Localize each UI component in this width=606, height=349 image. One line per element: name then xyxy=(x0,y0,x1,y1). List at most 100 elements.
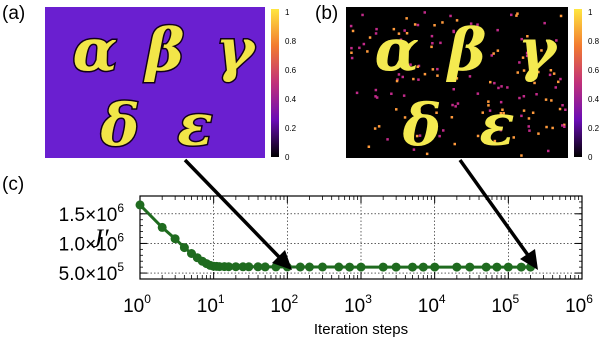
speckle xyxy=(484,141,487,144)
speckle xyxy=(441,21,444,24)
speckle xyxy=(518,61,521,64)
panel-label-c: (c) xyxy=(2,174,24,195)
panel-b-letter-2: β xyxy=(446,16,487,84)
speckle xyxy=(411,129,414,132)
colorbar-b-gradient xyxy=(574,9,582,157)
speckle xyxy=(468,75,472,78)
speckle xyxy=(362,42,366,46)
speckle xyxy=(361,13,364,17)
speckle xyxy=(399,38,403,41)
speckle xyxy=(438,134,441,138)
speckle xyxy=(390,92,393,95)
data-point xyxy=(318,262,327,272)
colorbar-b-tick-label: 0.4 xyxy=(588,95,600,104)
speckle xyxy=(439,41,442,45)
data-point xyxy=(452,262,462,272)
speckle xyxy=(392,27,396,31)
speckle xyxy=(374,95,377,98)
data-point xyxy=(391,262,401,272)
speckle xyxy=(358,46,361,50)
panel-a-letter-3: γ xyxy=(216,16,257,84)
x-tick-label: 101 xyxy=(197,292,225,317)
plot-c: 100 101 102 103 104 105 106 1.5×106 1.0×106 5.0×… xyxy=(59,195,593,338)
speckle xyxy=(493,81,496,85)
speckle xyxy=(416,23,420,27)
data-point xyxy=(430,262,440,272)
x-tick-label: 103 xyxy=(344,292,372,317)
speckle xyxy=(401,75,404,79)
data-point xyxy=(224,262,234,272)
speckle xyxy=(417,78,420,81)
speckle xyxy=(435,111,438,114)
speckle xyxy=(455,77,459,80)
speckle xyxy=(499,112,503,115)
data-point xyxy=(503,262,513,272)
speckle xyxy=(452,30,455,34)
data-point xyxy=(157,222,167,232)
x-tick-label: 102 xyxy=(270,292,298,317)
speckle xyxy=(451,103,454,107)
colorbar-a-tick-label: 0 xyxy=(285,153,290,162)
speckle xyxy=(557,80,560,84)
speckle xyxy=(499,100,503,104)
speckle xyxy=(499,128,503,132)
speckle xyxy=(559,77,562,81)
speckle xyxy=(425,152,429,156)
speckle xyxy=(374,32,378,35)
panel-b-letter-4: δ xyxy=(402,91,442,159)
speckle xyxy=(377,125,381,128)
speckle xyxy=(490,54,493,57)
speckle xyxy=(418,109,421,112)
arrow-b-head xyxy=(520,249,538,270)
speckle xyxy=(351,29,355,33)
speckle xyxy=(549,69,553,72)
y-axis-title: J′ xyxy=(91,224,109,253)
speckle xyxy=(373,127,377,130)
speckle xyxy=(520,114,523,118)
data-point xyxy=(305,262,314,272)
speckle xyxy=(397,73,401,76)
speckle xyxy=(452,88,455,91)
speckle xyxy=(412,148,416,151)
speckle xyxy=(487,100,490,103)
speckle xyxy=(537,70,540,74)
y-tick-label: 1.0×106 xyxy=(59,230,125,255)
speckle xyxy=(436,74,439,77)
y-tick-label: 1.5×106 xyxy=(59,201,125,226)
speckle xyxy=(525,51,529,55)
speckle xyxy=(500,85,503,88)
colorbar-a-gradient xyxy=(271,9,279,157)
speckle xyxy=(516,71,519,74)
speckle xyxy=(550,99,553,102)
speckle xyxy=(492,52,495,55)
speckle xyxy=(520,154,523,157)
speckle xyxy=(436,67,439,71)
speckle xyxy=(416,65,419,68)
speckle xyxy=(518,96,521,100)
data-point xyxy=(492,262,502,272)
panel-a-letter-4: δ xyxy=(100,91,140,159)
speckle xyxy=(476,23,479,26)
speckle xyxy=(410,132,413,135)
speckle xyxy=(481,111,484,114)
panel-a-background xyxy=(45,7,265,158)
speckle xyxy=(450,116,454,119)
speckle xyxy=(522,95,526,98)
colorbar-b: 1 0.8 0.6 0.4 0.2 0 xyxy=(574,8,600,162)
data-point xyxy=(295,262,305,272)
speckle xyxy=(521,56,525,59)
speckle xyxy=(547,149,550,153)
speckle xyxy=(554,86,557,89)
x-axis-title: Iteration steps xyxy=(314,321,408,338)
speckle xyxy=(501,108,504,111)
speckle xyxy=(555,39,558,42)
speckle xyxy=(537,132,540,135)
speckle xyxy=(527,125,530,128)
panel-b-letter-5: ε xyxy=(479,91,514,159)
speckle xyxy=(405,32,409,35)
speckle xyxy=(405,17,408,20)
speckle xyxy=(522,69,526,72)
speckle xyxy=(530,49,534,53)
x-tick-label: 105 xyxy=(491,292,519,317)
